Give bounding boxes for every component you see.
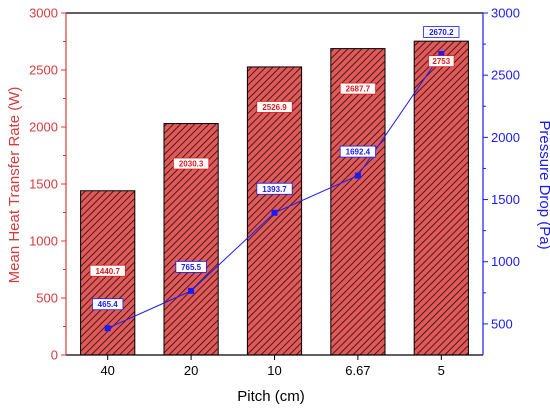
line-label-4: 2670.2 bbox=[423, 26, 460, 38]
y-left-tick-label-6: 3000 bbox=[29, 6, 58, 21]
x-axis-title: Pitch (cm) bbox=[237, 388, 305, 405]
bar-label-4: 2753 bbox=[428, 55, 455, 68]
bar-label-4-box bbox=[428, 55, 455, 68]
line-label-2-box bbox=[256, 182, 293, 195]
y-left-tick-label-0: 0 bbox=[51, 348, 58, 363]
bar-label-2-box bbox=[256, 101, 293, 113]
line-label-4-box bbox=[423, 26, 460, 38]
line-label-4-text: 2670.2 bbox=[429, 28, 454, 37]
line-label-0-box bbox=[92, 298, 124, 311]
right-axis-title: Pressure Drop (Pa) bbox=[536, 120, 550, 249]
y-right-tick-label-2: 1500 bbox=[491, 192, 520, 207]
line-label-1: 765.5 bbox=[175, 260, 207, 273]
bar-4 bbox=[413, 40, 469, 356]
pressure-point-1 bbox=[188, 287, 195, 294]
x-tick-label-0: 40 bbox=[100, 363, 114, 378]
bar-3 bbox=[330, 48, 386, 356]
y-right-tick-label-1: 1000 bbox=[491, 254, 520, 269]
line-label-3-text: 1692.4 bbox=[346, 148, 371, 157]
line-label-2-text: 1393.7 bbox=[262, 185, 287, 194]
bar-label-3-box bbox=[339, 82, 377, 95]
y-left-tick-label-4: 2000 bbox=[29, 120, 58, 135]
bar-label-1: 2030.3 bbox=[172, 157, 210, 170]
pressure-point-4 bbox=[438, 51, 445, 58]
pressure-point-2 bbox=[271, 209, 278, 216]
line-label-2: 1393.7 bbox=[256, 182, 293, 195]
bar-label-2: 2526.9 bbox=[256, 101, 293, 113]
bar-label-1-text: 2030.3 bbox=[179, 160, 204, 169]
bar-label-1-box bbox=[172, 157, 210, 170]
line-label-3: 1692.4 bbox=[339, 145, 377, 158]
pressure-point-0 bbox=[104, 325, 111, 332]
y-right-tick-label-4: 2500 bbox=[491, 68, 520, 83]
y-left-tick-label-1: 500 bbox=[36, 291, 58, 306]
x-tick-label-4: 5 bbox=[438, 363, 445, 378]
y-left-tick-label-2: 1000 bbox=[29, 234, 58, 249]
y-left-tick-label-3: 1500 bbox=[29, 177, 58, 192]
bar-label-0-box bbox=[89, 264, 126, 277]
line-label-0-text: 465.4 bbox=[98, 300, 119, 309]
pressure-point-3 bbox=[354, 172, 361, 179]
y-left-tick-label-5: 2500 bbox=[29, 63, 58, 78]
bar-label-0-text: 1440.7 bbox=[95, 267, 120, 276]
x-tick-label-2: 10 bbox=[267, 363, 281, 378]
x-tick-label-3: 6.67 bbox=[345, 363, 370, 378]
bar-label-2-text: 2526.9 bbox=[262, 103, 287, 112]
line-label-3-box bbox=[339, 145, 377, 158]
y-right-tick-label-5: 3000 bbox=[491, 6, 520, 21]
bar-label-0: 1440.7 bbox=[89, 264, 126, 277]
line-label-1-text: 765.5 bbox=[181, 263, 202, 272]
bar-label-3: 2687.7 bbox=[339, 82, 377, 95]
x-tick-label-1: 20 bbox=[184, 363, 198, 378]
bar-label-4-text: 2753 bbox=[432, 57, 450, 66]
y-right-tick-label-0: 500 bbox=[491, 316, 513, 331]
bar-label-3-text: 2687.7 bbox=[346, 85, 371, 94]
line-label-1-box bbox=[175, 260, 207, 273]
left-axis-title: Mean Heat Transfer Rate (W) bbox=[6, 87, 23, 284]
y-right-tick-label-3: 2000 bbox=[491, 130, 520, 145]
line-label-0: 465.4 bbox=[92, 298, 124, 311]
